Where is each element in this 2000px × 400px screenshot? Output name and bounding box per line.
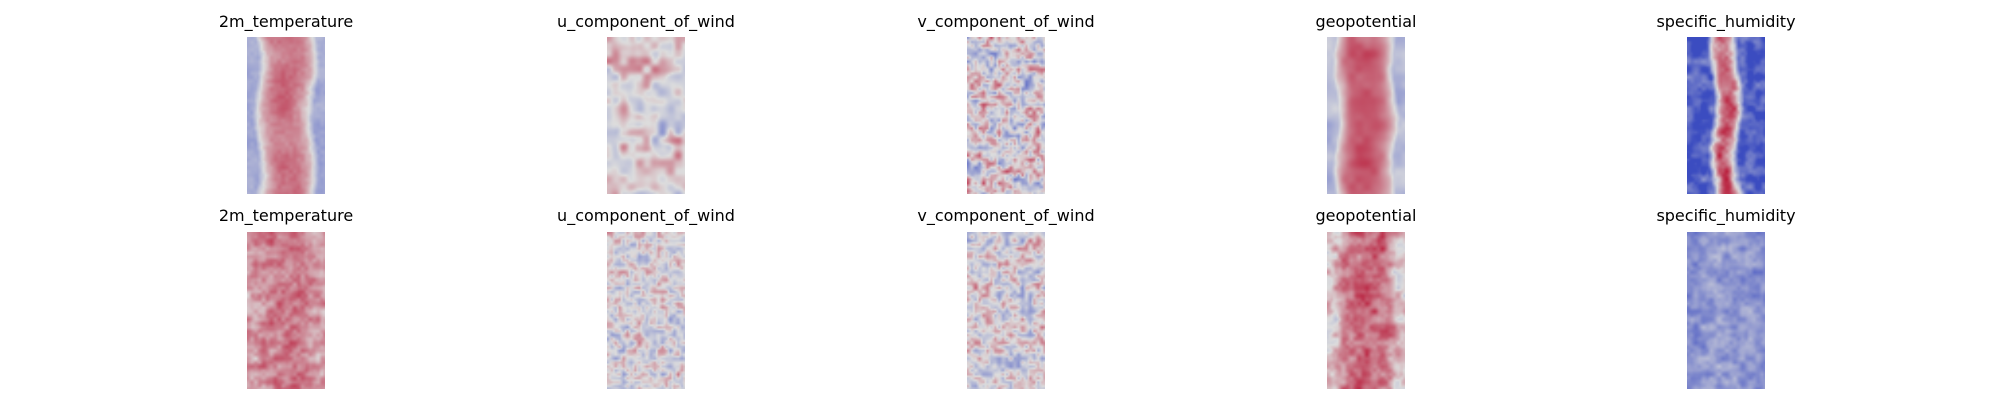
heatmap-u-component-of-wind bbox=[607, 37, 685, 194]
heatmap-specific-humidity bbox=[1687, 232, 1765, 389]
panel-title-geopotential: geopotential bbox=[1315, 206, 1417, 225]
heatmap-u-component-of-wind bbox=[607, 232, 685, 389]
panel-title-specific-humidity: specific_humidity bbox=[1656, 12, 1796, 31]
heatmap-v-component-of-wind bbox=[967, 232, 1045, 389]
heatmap-geopotential bbox=[1327, 37, 1405, 194]
panel-title-2m-temperature: 2m_temperature bbox=[218, 12, 354, 31]
panel-title-2m-temperature: 2m_temperature bbox=[218, 206, 354, 225]
panel-title-u-component-of-wind: u_component_of_wind bbox=[557, 12, 735, 31]
heatmap-geopotential bbox=[1327, 232, 1405, 389]
heatmap-2m-temperature bbox=[247, 232, 325, 389]
panel-title-v-component-of-wind: v_component_of_wind bbox=[917, 12, 1095, 31]
panel-title-specific-humidity: specific_humidity bbox=[1656, 206, 1796, 225]
panel-title-u-component-of-wind: u_component_of_wind bbox=[557, 206, 735, 225]
heatmap-specific-humidity bbox=[1687, 37, 1765, 194]
heatmap-v-component-of-wind bbox=[967, 37, 1045, 194]
panel-title-geopotential: geopotential bbox=[1315, 12, 1417, 31]
heatmap-2m-temperature bbox=[247, 37, 325, 194]
panel-title-v-component-of-wind: v_component_of_wind bbox=[917, 206, 1095, 225]
